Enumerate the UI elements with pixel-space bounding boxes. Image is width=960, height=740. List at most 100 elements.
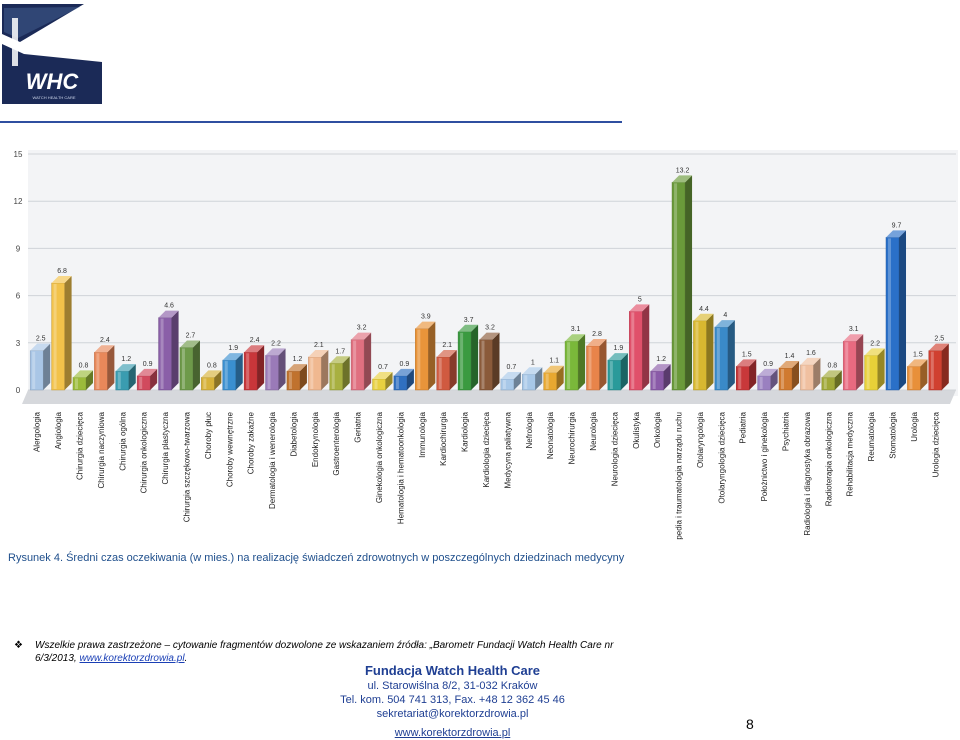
- bar-top: [201, 370, 222, 378]
- footer-web-link[interactable]: www.korektorzdrowia.pl: [394, 727, 511, 739]
- data-label: 1.5: [913, 351, 923, 358]
- bar-side: [342, 356, 350, 390]
- bar-highlight: [888, 238, 892, 389]
- bar-top: [329, 356, 350, 364]
- data-label: 0.8: [827, 362, 837, 369]
- bar-highlight: [246, 353, 250, 389]
- data-label: 6.8: [57, 268, 67, 275]
- footer-phone: Tel. kom. 504 741 313, Fax. +48 12 362 4…: [340, 694, 565, 706]
- bar: [222, 359, 237, 391]
- copyright-note: ❖ Wszelkie prawa zastrzeżone – cytowanie…: [14, 639, 614, 665]
- bar: [543, 372, 557, 391]
- bar-top: [907, 359, 928, 367]
- page-number: 8: [746, 716, 754, 732]
- category-label: Rehabilitacja medyczna: [846, 411, 855, 496]
- data-label: 1.2: [293, 356, 303, 363]
- bar: [179, 347, 194, 391]
- bar-top: [393, 368, 414, 376]
- data-label: 3.9: [421, 314, 431, 321]
- note-link[interactable]: www.korektorzdrowia.pl: [79, 653, 185, 664]
- data-label: 0.7: [507, 364, 517, 371]
- bar-highlight: [674, 183, 678, 389]
- category-label: Onkologia: [653, 411, 662, 448]
- bar-highlight: [331, 364, 335, 389]
- bar-top: [436, 349, 457, 357]
- data-label: 1.5: [742, 351, 752, 358]
- bar-top: [629, 304, 650, 312]
- bar-highlight: [181, 348, 185, 389]
- bar: [800, 364, 814, 391]
- bar-side: [299, 364, 307, 390]
- bar: [757, 375, 771, 391]
- category-label: Chirurgia ogólna: [118, 411, 127, 470]
- category-label: Neurologia dziecięca: [610, 411, 619, 486]
- bar-highlight: [695, 321, 699, 389]
- bar: [650, 370, 664, 391]
- category-label: Diabetologia: [289, 411, 298, 456]
- bar-top: [479, 332, 500, 340]
- data-label: 0.9: [143, 361, 153, 368]
- bar-top: [672, 175, 693, 183]
- bar: [735, 366, 750, 391]
- bar-highlight: [32, 351, 36, 389]
- bar-side: [471, 324, 479, 390]
- bar-top: [843, 334, 864, 342]
- data-label: 2.5: [934, 336, 944, 343]
- bar-side: [642, 304, 650, 390]
- data-label: 3.1: [849, 326, 859, 333]
- category-label: Gastroenterologia: [332, 411, 341, 475]
- data-label: 2.2: [271, 340, 281, 347]
- bar: [500, 378, 515, 391]
- category-label: Kardiologia dziecięca: [482, 411, 491, 487]
- bar-side: [85, 370, 93, 390]
- whc-logo: WHC WATCH HEALTH CARE: [2, 4, 102, 104]
- bar-side: [128, 364, 136, 390]
- bar-highlight: [567, 342, 571, 389]
- data-label: 0.8: [79, 362, 89, 369]
- category-label: Immunologia: [418, 411, 427, 457]
- bar-highlight: [438, 357, 442, 389]
- footer-email: sekretariat@korektorzdrowia.pl: [376, 708, 529, 720]
- bar: [821, 377, 836, 391]
- category-label: Stomatologia: [889, 411, 898, 458]
- category-label: Chirurgia dziecięca: [75, 411, 84, 480]
- bar-highlight: [353, 340, 357, 389]
- bar-side: [834, 370, 842, 390]
- bar-top: [736, 359, 757, 367]
- bar-highlight: [823, 378, 827, 389]
- category-label: Neurologia: [589, 411, 598, 450]
- footer-org: Fundacja Watch Health Care: [364, 663, 541, 678]
- data-label: 0.9: [763, 361, 773, 368]
- bar-highlight: [524, 375, 528, 389]
- bar: [928, 350, 943, 391]
- bar-highlight: [74, 378, 78, 389]
- bar-side: [941, 343, 949, 390]
- bar-highlight: [738, 367, 742, 389]
- data-label: 13.2: [676, 167, 690, 174]
- data-label: 2.7: [186, 333, 196, 340]
- category-label: Choroby zakaźne: [247, 411, 256, 474]
- bar-side: [214, 370, 222, 390]
- data-label: 0.8: [207, 362, 217, 369]
- bar-side: [920, 359, 928, 390]
- bar-side: [192, 340, 200, 390]
- category-label: Choroby płuc: [204, 412, 213, 459]
- bar-highlight: [96, 353, 100, 389]
- bar: [693, 320, 707, 391]
- note-end: .: [184, 653, 188, 664]
- bar-side: [428, 321, 436, 390]
- bar-top: [415, 321, 436, 329]
- bar-highlight: [267, 356, 271, 389]
- bar-top: [286, 364, 307, 372]
- bar-highlight: [930, 351, 934, 389]
- bar-top: [30, 343, 51, 351]
- bar-highlight: [866, 356, 870, 389]
- bar: [629, 311, 643, 391]
- bar: [436, 356, 450, 391]
- bar-side: [556, 365, 564, 390]
- bar-side: [877, 348, 885, 390]
- bar: [479, 339, 493, 391]
- bar-top: [607, 353, 628, 361]
- data-label: 1: [531, 359, 535, 366]
- category-label: Chirurgia plastyczna: [161, 411, 170, 484]
